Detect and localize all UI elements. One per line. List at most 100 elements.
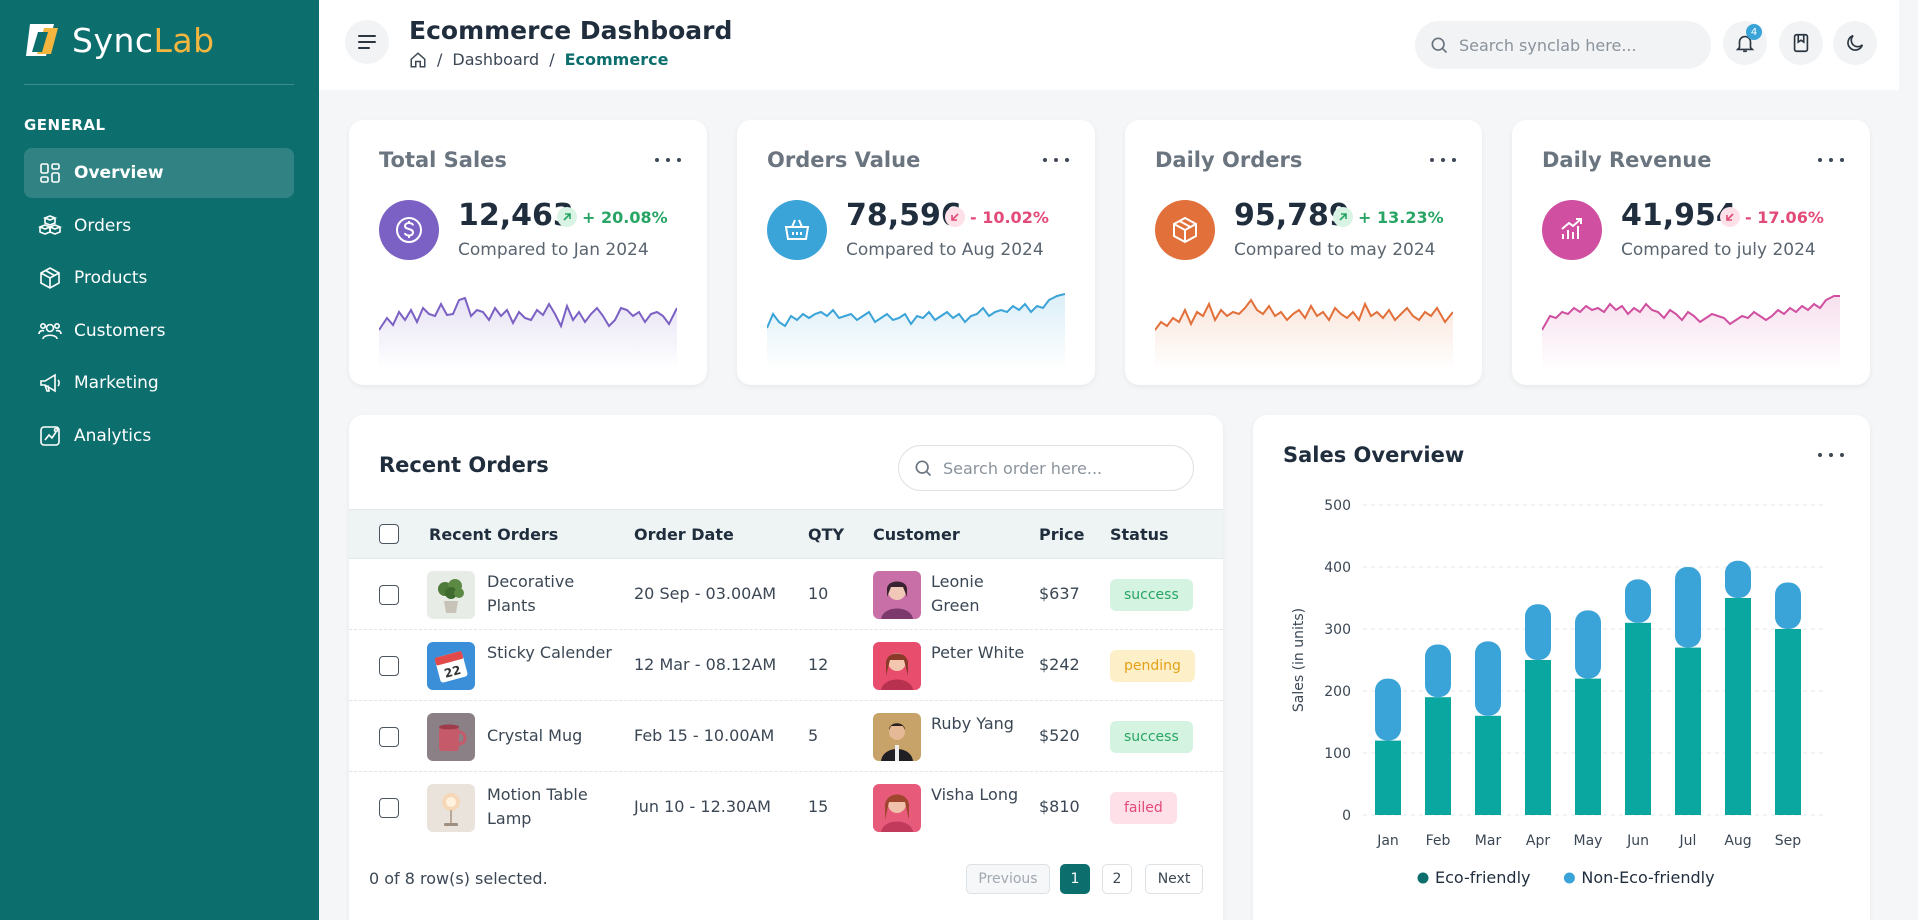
- legend-dot: [1417, 872, 1429, 884]
- previous-page-button[interactable]: Previous: [966, 864, 1050, 894]
- product-thumbnail: [427, 713, 475, 761]
- bar-non-eco-friendly-mar: [1475, 641, 1501, 716]
- more-options-button[interactable]: [655, 150, 681, 170]
- selection-count: 0 of 8 row(s) selected.: [369, 869, 548, 888]
- row-checkbox[interactable]: [379, 585, 399, 605]
- bookmark-icon: [1793, 33, 1809, 53]
- customer-avatar: [873, 784, 921, 832]
- row-checkbox[interactable]: [379, 656, 399, 676]
- column-header-customer[interactable]: Customer: [873, 525, 960, 544]
- order-search-input[interactable]: [943, 458, 1163, 478]
- product-name: Crystal Mug: [487, 726, 583, 745]
- bell-icon: [1735, 35, 1755, 53]
- more-options-button[interactable]: [1818, 150, 1844, 170]
- column-header-orders[interactable]: Recent Orders: [429, 525, 559, 544]
- status-badge: failed: [1110, 792, 1177, 824]
- sidebar-item-orders[interactable]: Orders: [24, 201, 294, 251]
- row-checkbox[interactable]: [379, 727, 399, 747]
- legend-label: Non-Eco-friendly: [1581, 868, 1714, 887]
- page-2-button[interactable]: 2: [1102, 864, 1132, 894]
- sidebar: SyncLab GENERAL Overview Orders Products…: [0, 0, 319, 920]
- stat-title: Total Sales: [379, 148, 507, 172]
- sidebar-item-label: Analytics: [74, 425, 152, 446]
- y-tick-label: 300: [1324, 622, 1351, 638]
- stat-icon-container: [1542, 200, 1602, 260]
- bar-base-cap: [1725, 803, 1751, 815]
- order-qty: 15: [808, 797, 829, 816]
- sidebar-divider: [24, 84, 294, 85]
- stat-value: 12,463: [458, 198, 574, 233]
- sales-overview-chart: 0 100 200 300 400 500 Sales (in units) Jan Feb Ma…: [1291, 498, 1823, 887]
- breadcrumb-dashboard[interactable]: Dashboard: [452, 50, 540, 69]
- column-header-qty[interactable]: QTY: [808, 525, 845, 544]
- column-header-date[interactable]: Order Date: [634, 525, 734, 544]
- bar-non-eco-friendly-jun: [1625, 579, 1651, 623]
- notifications-button[interactable]: 4: [1723, 21, 1767, 65]
- column-header-price[interactable]: Price: [1039, 525, 1085, 544]
- status-badge: success: [1110, 579, 1193, 611]
- more-options-button[interactable]: [1043, 150, 1069, 170]
- bar-eco-friendly-may: [1575, 678, 1601, 815]
- stat-value: 41,954: [1621, 198, 1737, 233]
- status-badge: success: [1110, 721, 1193, 753]
- recent-orders-card: Recent Orders Recent Orders Order Date Q…: [349, 415, 1223, 920]
- order-qty: 10: [808, 584, 829, 603]
- bar-eco-friendly-jul: [1675, 647, 1701, 815]
- basket-icon: [784, 219, 810, 240]
- sidebar-item-marketing[interactable]: Marketing: [24, 358, 294, 408]
- marketing-icon: [40, 373, 60, 393]
- bookmark-button[interactable]: [1779, 21, 1823, 65]
- row-checkbox[interactable]: [379, 798, 399, 818]
- bar-base-cap: [1525, 803, 1551, 815]
- stat-icon-container: [379, 200, 439, 260]
- select-all-checkbox[interactable]: [379, 524, 399, 544]
- brand-logo[interactable]: SyncLab: [24, 21, 215, 60]
- more-options-button[interactable]: [1430, 150, 1456, 170]
- orders-icon: [38, 214, 62, 235]
- sidebar-item-overview[interactable]: Overview: [24, 148, 294, 198]
- bar-non-eco-friendly-feb: [1425, 644, 1451, 698]
- top-header: Ecommerce Dashboard / Dashboard / Ecomme…: [319, 0, 1899, 90]
- search-input[interactable]: [1459, 35, 1679, 55]
- table-row: Motion Table Lamp Jun 10 - 12.30AM 15 Vi…: [349, 772, 1223, 843]
- bar-eco-friendly-apr: [1525, 660, 1551, 815]
- stat-title: Orders Value: [767, 148, 921, 172]
- product-thumbnail: 22: [427, 642, 475, 690]
- order-search: [898, 445, 1194, 491]
- sidebar-section-title: GENERAL: [24, 116, 106, 134]
- avatar-image: [873, 713, 921, 761]
- column-header-status[interactable]: Status: [1110, 525, 1169, 544]
- page-1-button[interactable]: 1: [1060, 864, 1090, 894]
- plant-icon: [427, 571, 475, 619]
- calendar-icon: 22: [427, 642, 475, 690]
- menu-toggle-button[interactable]: [345, 20, 389, 64]
- next-page-button[interactable]: Next: [1145, 864, 1203, 894]
- sidebar-item-label: Orders: [74, 215, 132, 236]
- order-price: $242: [1039, 655, 1080, 674]
- x-tick-label: Feb: [1426, 833, 1451, 849]
- stat-change-value: - 17.06%: [1745, 207, 1824, 227]
- stat-card-orders-value: Orders Value 78,596 - 10.02% Compared to…: [737, 120, 1095, 385]
- dark-mode-toggle[interactable]: [1833, 21, 1877, 65]
- sidebar-item-customers[interactable]: Customers: [24, 306, 294, 356]
- order-qty: 12: [808, 655, 829, 674]
- stat-card-daily-orders: Daily Orders 95,789 + 13.23% Compared to…: [1125, 120, 1482, 385]
- sidebar-item-analytics[interactable]: Analytics: [24, 411, 294, 461]
- sidebar-item-products[interactable]: Products: [24, 253, 294, 303]
- sales-overview-card: Sales Overview 0 100 200 300 400 500 Sales (in…: [1253, 415, 1870, 920]
- trend-down-icon: [1720, 207, 1740, 227]
- more-options-button[interactable]: [1818, 445, 1844, 465]
- stat-compare: Compared to may 2024: [1234, 240, 1436, 260]
- avatar-image: [873, 642, 921, 690]
- stat-change: + 13.23%: [1333, 207, 1444, 227]
- customer-name: Visha Long: [931, 785, 1019, 804]
- trend-up-icon: [557, 207, 577, 227]
- stat-card-daily-revenue: Daily Revenue 41,954 - 17.06% Compared t…: [1512, 120, 1870, 385]
- bar-base-cap: [1575, 803, 1601, 815]
- page-title: Ecommerce Dashboard: [409, 16, 733, 45]
- bar-base-cap: [1475, 803, 1501, 815]
- table-row: Decorative Plants 20 Sep - 03.00AM 10 Le…: [349, 559, 1223, 630]
- sparkline-total-sales: [379, 296, 677, 370]
- y-tick-label: 200: [1324, 684, 1351, 700]
- home-icon[interactable]: [409, 51, 427, 69]
